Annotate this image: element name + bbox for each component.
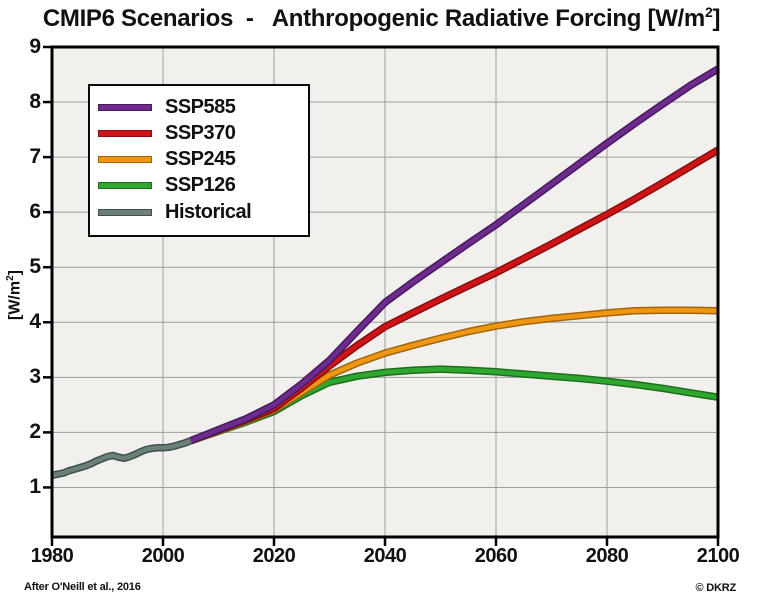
credit-dkrz: © DKRZ [695,582,736,594]
y-tick-label: 4 [29,310,41,334]
credit-attribution: After O'Neill et al., 2016 [24,581,141,593]
plot-svg [43,45,720,546]
legend: SSP585 SSP370 SSP245 SSP126 Historical [88,84,310,237]
y-tick-label: 9 [29,35,41,58]
chart-title: CMIP6 Scenarios - Anthropogenic Radiativ… [0,4,763,33]
y-tick-label: 5 [29,255,41,279]
legend-label: SSP370 [165,121,236,144]
legend-line-sample [98,208,152,216]
series-line-historical [51,438,192,478]
x-tick-label: 2000 [141,545,185,567]
plot-frame [50,45,720,539]
x-tick-label: 1980 [30,545,74,567]
legend-item-ssp126: SSP126 [90,174,308,197]
legend-item-historical: Historical [90,201,308,223]
y-tick-label: 1 [29,475,41,499]
x-tick-label: 2020 [252,545,296,567]
chart-title-text: CMIP6 Scenarios - Anthropogenic Radiativ… [42,5,648,32]
x-tick-label: 2080 [585,545,629,567]
legend-line-sample [98,129,152,137]
series-line-ssp585 [189,67,720,443]
y-tick-label: 2 [29,420,41,444]
legend-label: Historical [165,200,252,223]
x-tick-label: 2040 [363,545,407,567]
legend-line-sample [98,156,152,163]
legend-label: SSP585 [165,95,236,118]
y-tick-label: 3 [29,365,41,389]
legend-item-ssp585: SSP585 [90,96,308,118]
legend-item-ssp245: SSP245 [90,148,308,171]
chart-title-unit: [W/m2] [647,4,721,32]
y-tick-label: 7 [29,145,41,169]
y-tick-label: 8 [29,90,41,114]
plot-area [40,40,730,552]
legend-line-sample [98,182,152,190]
legend-line-sample [98,103,152,111]
legend-item-ssp370: SSP370 [90,122,308,144]
legend-label: SSP245 [165,148,236,170]
x-tick-label: 2100 [696,545,740,567]
legend-label: SSP126 [165,174,236,197]
x-tick-label: 2060 [474,545,518,567]
y-tick-label: 6 [29,200,41,224]
